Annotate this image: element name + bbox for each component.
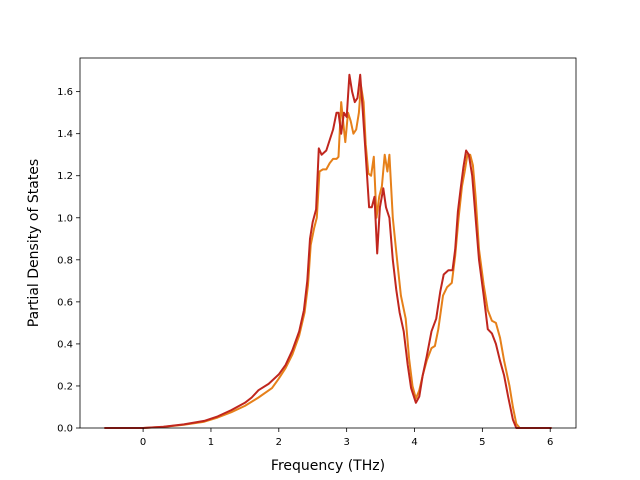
x-tick-label: 2: [276, 437, 282, 448]
y-tick-label: 0.6: [57, 297, 73, 308]
y-tick-label: 0.2: [57, 381, 73, 392]
x-tick-label: 5: [479, 437, 485, 448]
y-tick-label: 1.4: [57, 129, 73, 140]
series-line-1: [104, 84, 552, 429]
plot-frame: [79, 57, 577, 429]
y-tick-label: 1.6: [57, 87, 73, 98]
series-line-2: [104, 73, 552, 429]
x-tick-label: 1: [208, 437, 214, 448]
x-tick-label: 4: [411, 437, 417, 448]
x-axis: 0 1 2 3 4 5 6: [140, 428, 553, 448]
series-layer: [104, 73, 552, 429]
x-tick-label: 3: [343, 437, 349, 448]
y-tick-label: 0.0: [57, 424, 73, 435]
y-axis: 0.0 0.2 0.4 0.6 0.8 1.0 1.2 1.4 1.6: [57, 87, 80, 435]
x-axis-label: Frequency (THz): [271, 458, 385, 474]
x-tick-label: 0: [140, 437, 146, 448]
y-axis-label: Partial Density of States: [26, 159, 42, 327]
y-tick-label: 1.0: [57, 213, 73, 224]
y-tick-label: 0.4: [57, 339, 73, 350]
x-tick-label: 6: [547, 437, 553, 448]
y-tick-label: 1.2: [57, 171, 73, 182]
y-tick-label: 0.8: [57, 255, 73, 266]
